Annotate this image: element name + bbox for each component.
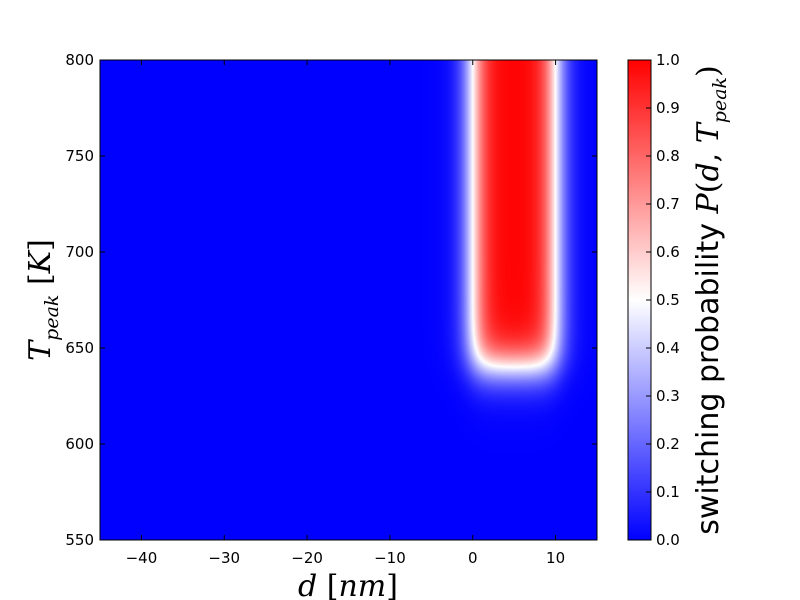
y-tick-label: 650: [65, 339, 94, 357]
colorbar-tick-label: 0.3: [656, 387, 680, 405]
x-axis-ticks: −40 −30 −20 −10 0 10: [126, 60, 565, 567]
y-tick-label: 800: [65, 51, 94, 69]
x-tick-label: −10: [374, 549, 406, 567]
colorbar-tick-label: 1.0: [656, 51, 680, 69]
y-tick-label: 600: [65, 435, 94, 453]
colorbar: 0.0 0.1 0.2 0.3 0.4 0.5 0.6 0.7 0.8 0.9 1.0: [627, 51, 680, 549]
heatmap-image: [100, 60, 597, 540]
y-axis-ticks: 550 600 650 700 750 800: [65, 51, 597, 549]
colorbar-ticks: 0.0 0.1 0.2 0.3 0.4 0.5 0.6 0.7 0.8 0.9 1.0: [646, 51, 680, 549]
colorbar-tick-label: 0.0: [656, 531, 680, 549]
y-tick-label: 700: [65, 243, 94, 261]
colorbar-title: switching probability P(d, Tpeak): [691, 65, 731, 535]
x-axis-title: d [nm]: [298, 569, 398, 600]
x-tick-label: −20: [291, 549, 323, 567]
x-tick-label: 0: [468, 549, 478, 567]
heatmap-plot: −40 −30 −20 −10 0 10 550 600 650 700 750 800: [65, 51, 598, 567]
y-axis-title: Tpeak [K]: [23, 239, 63, 361]
colorbar-tick-label: 0.1: [656, 483, 680, 501]
y-tick-label: 550: [65, 531, 94, 549]
colorbar-tick-label: 0.4: [656, 339, 680, 357]
colorbar-tick-label: 0.6: [656, 243, 680, 261]
x-tick-label: −40: [126, 549, 158, 567]
y-tick-label: 750: [65, 147, 94, 165]
x-tick-label: 10: [546, 549, 565, 567]
colorbar-tick-label: 0.7: [656, 195, 680, 213]
plot-frame: [99, 59, 598, 541]
x-tick-label: −30: [208, 549, 240, 567]
colorbar-tick-label: 0.5: [656, 291, 680, 309]
colorbar-tick-label: 0.2: [656, 435, 680, 453]
colorbar-tick-label: 0.9: [656, 99, 680, 117]
colorbar-title-text: switching probability: [691, 213, 726, 534]
colorbar-tick-label: 0.8: [656, 147, 680, 165]
